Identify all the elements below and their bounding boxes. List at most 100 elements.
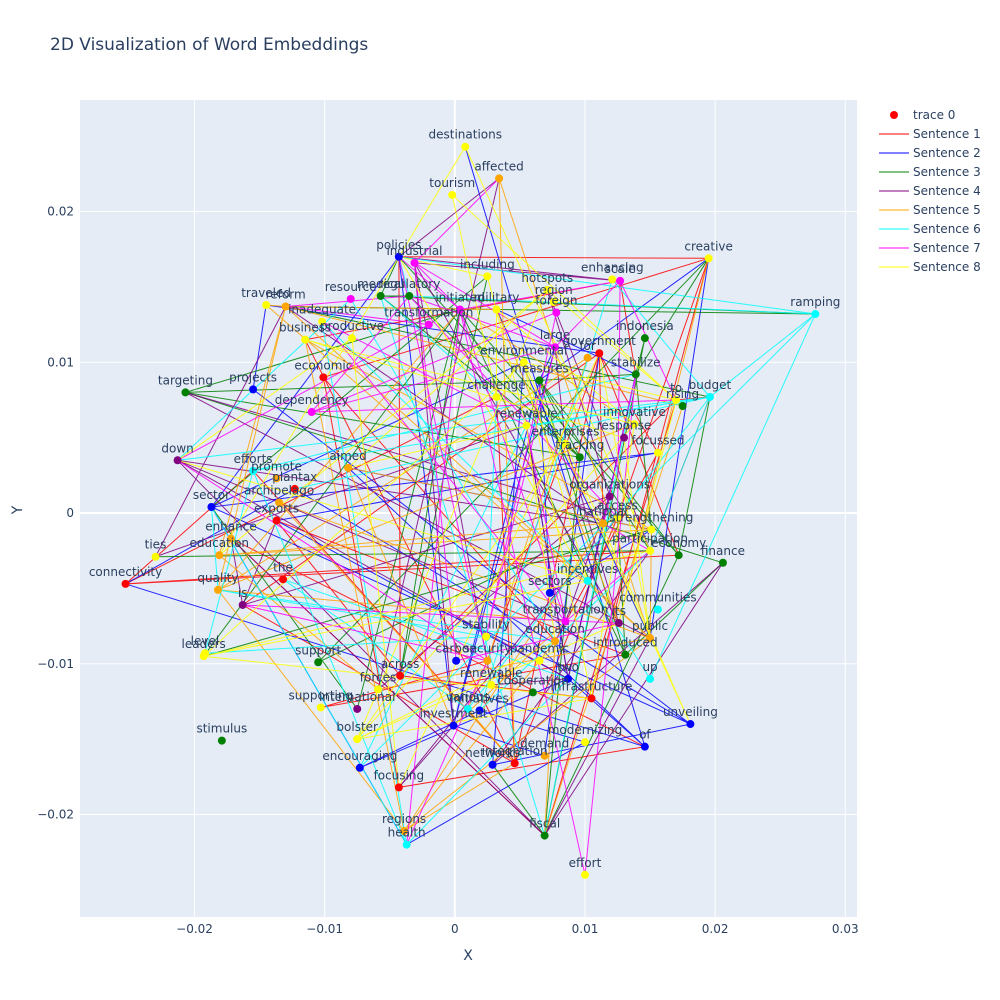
word-marker[interactable]: [718, 558, 727, 567]
word-marker[interactable]: [226, 534, 235, 543]
word-marker[interactable]: [543, 285, 552, 294]
word-marker[interactable]: [215, 551, 224, 560]
word-marker[interactable]: [580, 738, 589, 747]
word-marker[interactable]: [705, 392, 714, 401]
word-marker[interactable]: [653, 448, 662, 457]
word-marker[interactable]: [595, 349, 604, 358]
word-marker[interactable]: [281, 302, 290, 311]
word-marker[interactable]: [319, 373, 328, 382]
word-marker[interactable]: [410, 258, 419, 267]
word-marker[interactable]: [402, 840, 411, 849]
word-marker[interactable]: [704, 254, 713, 263]
word-marker[interactable]: [646, 634, 655, 643]
word-marker[interactable]: [646, 674, 655, 683]
word-marker[interactable]: [396, 671, 405, 680]
word-marker[interactable]: [522, 421, 531, 430]
word-marker[interactable]: [630, 420, 639, 429]
word-marker[interactable]: [686, 720, 695, 729]
word-marker[interactable]: [355, 763, 364, 772]
word-marker[interactable]: [173, 456, 182, 465]
word-marker[interactable]: [621, 650, 630, 659]
word-marker[interactable]: [564, 674, 573, 683]
word-marker[interactable]: [613, 513, 622, 522]
word-marker[interactable]: [275, 498, 284, 507]
word-marker[interactable]: [456, 305, 465, 314]
word-marker[interactable]: [540, 831, 549, 840]
word-marker[interactable]: [495, 174, 504, 183]
word-marker[interactable]: [811, 310, 820, 319]
word-marker[interactable]: [353, 735, 362, 744]
word-marker[interactable]: [272, 474, 281, 483]
word-marker[interactable]: [587, 694, 596, 703]
word-marker[interactable]: [583, 576, 592, 585]
word-marker[interactable]: [213, 585, 222, 594]
word-marker[interactable]: [492, 305, 501, 314]
word-marker[interactable]: [605, 492, 614, 501]
word-marker[interactable]: [374, 685, 383, 694]
word-marker[interactable]: [449, 721, 458, 730]
word-marker[interactable]: [519, 358, 528, 367]
word-marker[interactable]: [640, 334, 649, 343]
word-marker[interactable]: [249, 466, 258, 475]
word-marker[interactable]: [400, 827, 409, 836]
word-marker[interactable]: [314, 658, 323, 667]
word-marker[interactable]: [551, 343, 560, 352]
word-marker[interactable]: [353, 704, 362, 713]
word-marker[interactable]: [616, 276, 625, 285]
word-marker[interactable]: [599, 519, 608, 528]
word-marker[interactable]: [424, 320, 433, 329]
word-marker[interactable]: [316, 703, 325, 712]
word-marker[interactable]: [394, 783, 403, 792]
word-marker[interactable]: [482, 632, 491, 641]
word-marker[interactable]: [461, 142, 470, 151]
word-marker[interactable]: [448, 190, 457, 199]
word-marker[interactable]: [181, 388, 190, 397]
word-marker[interactable]: [301, 335, 310, 344]
word-marker[interactable]: [394, 252, 403, 261]
word-marker[interactable]: [151, 552, 160, 561]
word-marker[interactable]: [551, 637, 560, 646]
word-marker[interactable]: [575, 453, 584, 462]
word-marker[interactable]: [510, 759, 519, 768]
word-marker[interactable]: [348, 334, 357, 343]
word-marker[interactable]: [583, 353, 592, 362]
word-marker[interactable]: [549, 297, 558, 306]
word-marker[interactable]: [552, 308, 561, 317]
word-marker[interactable]: [483, 272, 492, 281]
word-marker[interactable]: [580, 870, 589, 879]
word-marker[interactable]: [561, 439, 570, 448]
word-marker[interactable]: [535, 376, 544, 385]
word-marker[interactable]: [344, 463, 353, 472]
word-marker[interactable]: [528, 688, 537, 697]
word-marker[interactable]: [678, 401, 687, 410]
word-marker[interactable]: [217, 736, 226, 745]
word-marker[interactable]: [279, 575, 288, 584]
word-marker[interactable]: [262, 301, 271, 310]
word-marker[interactable]: [346, 294, 355, 303]
word-marker[interactable]: [545, 588, 554, 597]
word-marker[interactable]: [272, 516, 281, 525]
word-marker[interactable]: [121, 579, 130, 588]
word-marker[interactable]: [318, 317, 327, 326]
word-marker[interactable]: [647, 525, 656, 534]
word-marker[interactable]: [207, 502, 216, 511]
word-marker[interactable]: [646, 546, 655, 555]
word-marker[interactable]: [483, 656, 492, 665]
word-marker[interactable]: [452, 656, 461, 665]
word-marker[interactable]: [492, 392, 501, 401]
word-marker[interactable]: [640, 742, 649, 751]
word-marker[interactable]: [672, 395, 681, 404]
word-marker[interactable]: [307, 408, 316, 417]
word-marker[interactable]: [199, 652, 208, 661]
word-marker[interactable]: [540, 751, 549, 760]
plot-area[interactable]: [80, 100, 857, 917]
word-marker[interactable]: [376, 291, 385, 300]
word-marker[interactable]: [405, 291, 414, 300]
word-marker[interactable]: [561, 617, 570, 626]
word-marker[interactable]: [614, 619, 623, 628]
word-marker[interactable]: [463, 704, 472, 713]
word-marker[interactable]: [238, 600, 247, 609]
word-marker[interactable]: [475, 706, 484, 715]
word-marker[interactable]: [487, 680, 496, 689]
word-marker[interactable]: [653, 605, 662, 614]
